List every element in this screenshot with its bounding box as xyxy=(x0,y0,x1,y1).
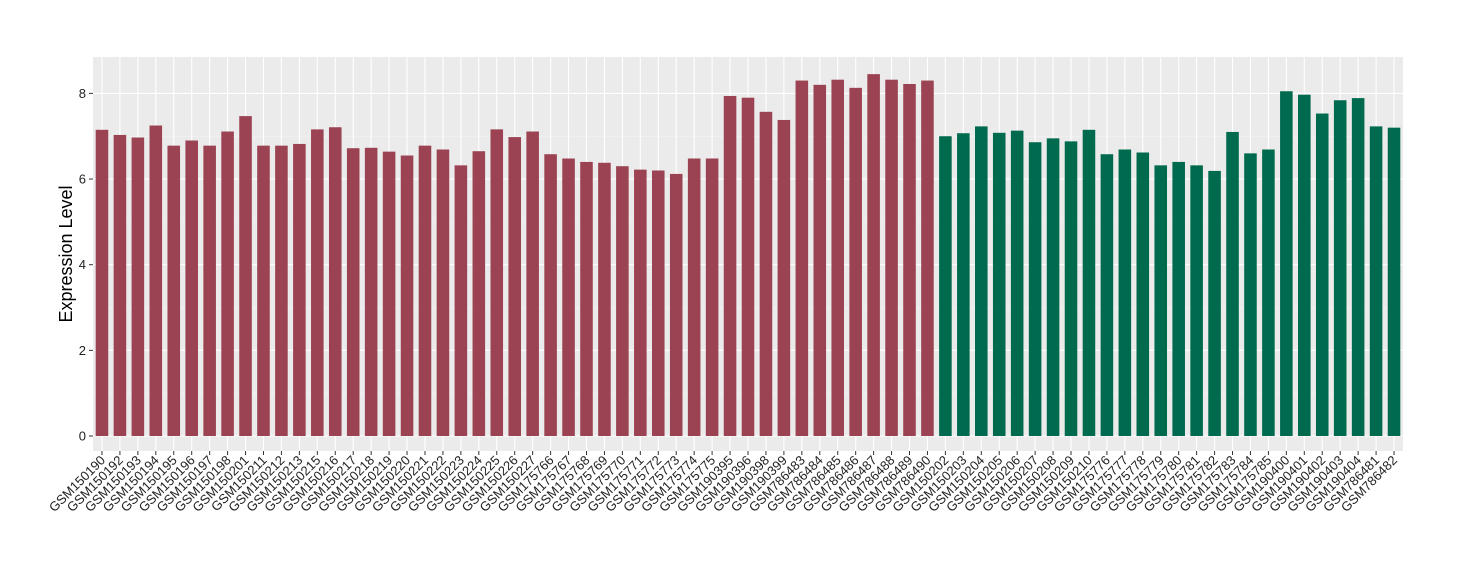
bar-GSM150215 xyxy=(311,129,324,437)
bar-GSM150197 xyxy=(203,145,216,437)
x-axis: GSM150190GSM150192GSM150193GSM150194GSM1… xyxy=(46,451,1400,515)
bar-GSM786487 xyxy=(867,74,880,437)
bar-GSM175774 xyxy=(687,158,701,437)
y-tick-label: 4 xyxy=(79,257,86,272)
bar-GSM150211 xyxy=(257,145,270,437)
bar-GSM150216 xyxy=(328,127,342,437)
bar-GSM786481 xyxy=(1369,126,1383,437)
bar-GSM175781 xyxy=(1190,165,1203,437)
bars xyxy=(95,74,1401,437)
bar-GSM150212 xyxy=(275,145,288,437)
bar-GSM150194 xyxy=(149,125,163,437)
bar-GSM190401 xyxy=(1298,94,1311,437)
bar-GSM150190 xyxy=(95,129,109,437)
y-tick-label: 6 xyxy=(79,172,86,187)
y-tick-label: 8 xyxy=(79,86,86,101)
bar-GSM150221 xyxy=(418,145,432,437)
y-tick-label: 2 xyxy=(79,343,86,358)
bar-GSM175780 xyxy=(1172,161,1185,437)
bar-GSM175783 xyxy=(1226,131,1239,437)
bar-GSM190398 xyxy=(759,111,773,437)
bar-GSM150226 xyxy=(508,137,521,437)
bar-GSM150202 xyxy=(939,136,952,437)
bar-GSM175784 xyxy=(1244,153,1257,437)
bar-GSM150205 xyxy=(992,132,1006,437)
bar-GSM786484 xyxy=(813,84,827,437)
bar-GSM150203 xyxy=(957,133,970,437)
bar-GSM150224 xyxy=(472,151,486,437)
bar-GSM150196 xyxy=(185,140,198,437)
bar-GSM150225 xyxy=(490,129,504,437)
bar-GSM190402 xyxy=(1315,113,1329,437)
bar-GSM175766 xyxy=(544,154,557,437)
y-axis-title: Expression Level xyxy=(56,185,76,322)
bar-GSM786485 xyxy=(831,79,845,437)
y-tick-label: 0 xyxy=(79,429,86,444)
bar-GSM175785 xyxy=(1262,149,1275,437)
bar-GSM150206 xyxy=(1010,130,1024,437)
bar-GSM190396 xyxy=(741,97,755,437)
bar-GSM190395 xyxy=(723,95,737,437)
bar-GSM150219 xyxy=(382,151,396,437)
bar-GSM786486 xyxy=(849,87,862,437)
bar-GSM175768 xyxy=(580,161,593,437)
bar-GSM190404 xyxy=(1351,98,1365,437)
bar-GSM175767 xyxy=(562,158,575,437)
bar-GSM175782 xyxy=(1208,170,1221,437)
bar-GSM150218 xyxy=(364,147,378,437)
bar-GSM190400 xyxy=(1280,91,1293,437)
bar-GSM150198 xyxy=(221,131,234,437)
bar-GSM175770 xyxy=(616,166,629,437)
bar-GSM150193 xyxy=(131,137,145,437)
bar-GSM175772 xyxy=(651,170,665,437)
bar-GSM150217 xyxy=(346,148,360,437)
bar-GSM190403 xyxy=(1333,100,1347,437)
bar-GSM150227 xyxy=(526,131,539,437)
bar-GSM150195 xyxy=(167,145,181,437)
bar-GSM786490 xyxy=(921,80,934,437)
y-axis: 0 2 4 6 8 xyxy=(79,86,93,444)
bar-GSM150201 xyxy=(239,116,252,437)
bar-GSM150223 xyxy=(454,165,468,437)
bar-GSM150220 xyxy=(400,155,414,437)
bar-GSM786482 xyxy=(1387,127,1401,437)
bar-GSM786489 xyxy=(903,83,916,437)
bar-GSM150222 xyxy=(436,149,450,437)
bar-GSM150209 xyxy=(1064,141,1078,437)
bar-GSM175775 xyxy=(705,158,719,437)
bar-GSM175779 xyxy=(1154,165,1168,437)
bar-GSM175771 xyxy=(634,169,647,437)
bar-GSM190399 xyxy=(777,119,791,437)
bar-GSM786483 xyxy=(795,80,809,437)
bar-GSM175773 xyxy=(669,173,683,437)
bar-GSM175778 xyxy=(1136,152,1150,437)
bar-GSM175776 xyxy=(1100,154,1114,437)
bar-GSM150213 xyxy=(293,143,306,437)
bar-GSM175769 xyxy=(598,162,611,437)
bar-GSM150192 xyxy=(113,134,127,437)
bar-GSM150204 xyxy=(975,126,988,437)
bar-GSM150208 xyxy=(1046,138,1060,437)
bar-GSM786488 xyxy=(885,79,898,437)
bar-GSM150207 xyxy=(1028,142,1042,437)
bar-GSM150210 xyxy=(1082,129,1096,437)
bar-GSM175777 xyxy=(1118,149,1132,437)
